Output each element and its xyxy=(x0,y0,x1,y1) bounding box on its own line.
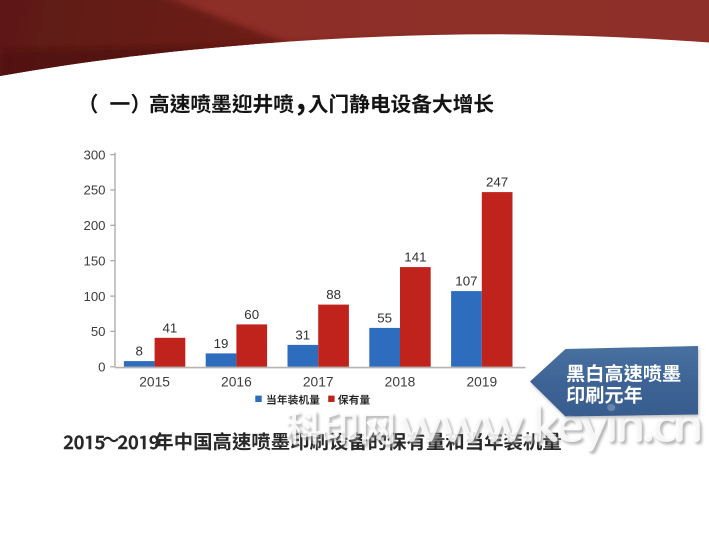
svg-text:88: 88 xyxy=(326,287,341,302)
svg-text:107: 107 xyxy=(455,274,477,289)
svg-text:2017: 2017 xyxy=(303,375,334,390)
svg-text:247: 247 xyxy=(486,175,508,190)
svg-text:60: 60 xyxy=(244,307,259,322)
svg-text:141: 141 xyxy=(404,250,426,265)
svg-text:250: 250 xyxy=(83,183,105,198)
svg-text:2019: 2019 xyxy=(466,375,497,390)
svg-text:31: 31 xyxy=(295,327,310,342)
svg-text:200: 200 xyxy=(83,218,105,233)
svg-text:50: 50 xyxy=(91,324,106,339)
svg-text:2018: 2018 xyxy=(385,375,416,390)
svg-text:100: 100 xyxy=(83,289,105,304)
svg-text:0: 0 xyxy=(98,360,105,375)
svg-text:41: 41 xyxy=(163,320,178,335)
svg-text:150: 150 xyxy=(83,253,105,268)
svg-text:300: 300 xyxy=(83,147,105,162)
svg-text:55: 55 xyxy=(377,310,392,325)
svg-text:2015: 2015 xyxy=(139,375,170,390)
svg-text:8: 8 xyxy=(135,344,142,359)
svg-text:19: 19 xyxy=(214,336,229,351)
svg-text:2016: 2016 xyxy=(221,375,252,390)
